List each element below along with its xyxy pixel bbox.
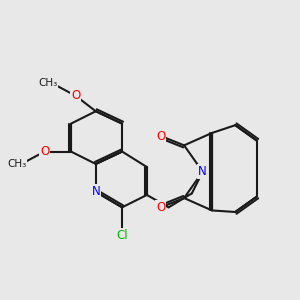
Text: O: O xyxy=(40,145,49,158)
Text: CH₃: CH₃ xyxy=(7,159,26,169)
Text: O: O xyxy=(71,89,80,102)
Text: CH₃: CH₃ xyxy=(38,78,57,88)
Text: O: O xyxy=(156,130,166,142)
Text: N: N xyxy=(198,165,207,178)
Text: Cl: Cl xyxy=(116,229,128,242)
Text: N: N xyxy=(92,185,100,198)
Text: O: O xyxy=(156,201,166,214)
